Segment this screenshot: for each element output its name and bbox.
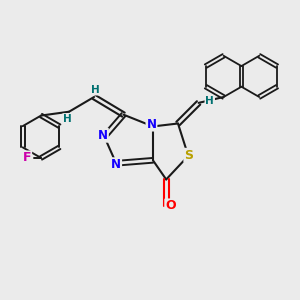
Text: H: H xyxy=(91,85,100,94)
Text: N: N xyxy=(98,129,108,142)
Text: S: S xyxy=(184,149,194,162)
Text: H: H xyxy=(63,114,72,124)
Text: N: N xyxy=(111,158,121,171)
Text: O: O xyxy=(165,200,176,212)
Text: F: F xyxy=(23,152,31,164)
Text: N: N xyxy=(146,118,157,130)
Text: H: H xyxy=(206,96,214,106)
